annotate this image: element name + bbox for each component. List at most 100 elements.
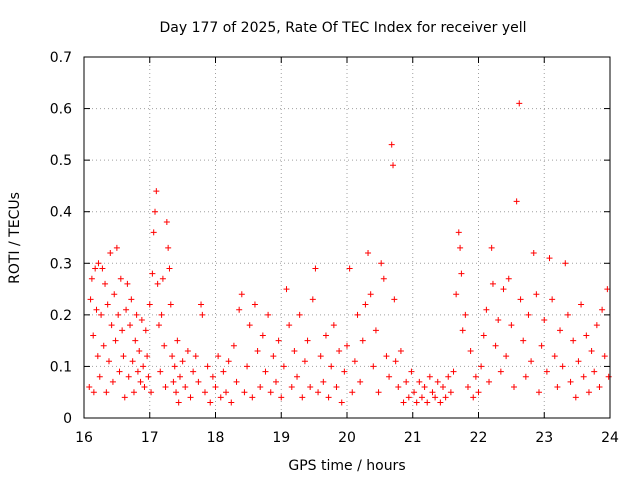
data-point xyxy=(155,322,162,329)
data-point xyxy=(275,337,282,344)
data-point xyxy=(93,306,100,313)
data-point xyxy=(557,327,564,334)
data-point xyxy=(467,347,474,354)
data-point xyxy=(562,260,569,267)
data-point xyxy=(403,378,410,385)
data-point xyxy=(405,394,412,401)
data-point xyxy=(198,301,205,308)
data-point xyxy=(551,353,558,360)
data-point xyxy=(434,378,441,385)
data-point xyxy=(262,368,269,375)
y-tick-label: 0.2 xyxy=(50,308,72,324)
data-point xyxy=(175,399,182,406)
data-point xyxy=(426,373,433,380)
data-point xyxy=(388,141,395,148)
data-point xyxy=(140,363,147,370)
data-point xyxy=(238,291,245,298)
data-point xyxy=(500,286,507,293)
data-point xyxy=(470,394,477,401)
data-point xyxy=(163,219,170,226)
data-point xyxy=(416,378,423,385)
data-point xyxy=(159,275,166,282)
data-point xyxy=(455,229,462,236)
data-point xyxy=(195,378,202,385)
data-point xyxy=(351,358,358,365)
data-point xyxy=(475,389,482,396)
data-point xyxy=(591,368,598,375)
data-point xyxy=(605,373,612,380)
data-point xyxy=(129,358,136,365)
data-point xyxy=(116,368,123,375)
y-tick-label: 0.5 xyxy=(50,153,72,169)
data-point xyxy=(408,368,415,375)
data-point xyxy=(169,353,176,360)
data-point xyxy=(119,327,126,334)
data-point xyxy=(215,353,222,360)
data-point xyxy=(447,389,454,396)
data-point xyxy=(472,373,479,380)
data-point xyxy=(421,384,428,391)
data-point xyxy=(171,363,178,370)
data-point xyxy=(204,363,211,370)
grid xyxy=(84,57,610,418)
data-point xyxy=(288,384,295,391)
data-point xyxy=(495,317,502,324)
data-point xyxy=(150,229,157,236)
data-point xyxy=(123,306,130,313)
data-point xyxy=(179,358,186,365)
x-tick-label: 19 xyxy=(272,430,290,446)
data-point xyxy=(511,384,518,391)
data-point xyxy=(489,280,496,287)
data-point xyxy=(478,363,485,370)
data-point xyxy=(217,394,224,401)
data-point xyxy=(362,301,369,308)
x-tick-label: 22 xyxy=(470,430,488,446)
data-point xyxy=(525,311,532,318)
data-point xyxy=(554,384,561,391)
data-point xyxy=(199,311,206,318)
data-point xyxy=(462,311,469,318)
data-point xyxy=(528,358,535,365)
data-point xyxy=(375,389,382,396)
data-point xyxy=(220,368,227,375)
data-point xyxy=(162,384,169,391)
axis-ticks xyxy=(83,56,611,419)
data-point xyxy=(87,296,94,303)
data-point xyxy=(359,337,366,344)
data-point xyxy=(517,296,524,303)
data-point xyxy=(244,363,251,370)
data-point xyxy=(86,384,93,391)
data-point xyxy=(265,311,272,318)
data-point xyxy=(450,368,457,375)
x-tick-label: 20 xyxy=(338,430,356,446)
data-point xyxy=(458,270,465,277)
data-point xyxy=(184,347,191,354)
data-point xyxy=(225,358,232,365)
data-point xyxy=(133,311,140,318)
data-point xyxy=(223,389,230,396)
data-point xyxy=(251,301,258,308)
data-point xyxy=(249,394,256,401)
data-point xyxy=(457,244,464,251)
data-point xyxy=(508,322,515,329)
data-point xyxy=(520,337,527,344)
data-point xyxy=(96,373,103,380)
data-point xyxy=(115,311,122,318)
data-point xyxy=(166,265,173,272)
data-point xyxy=(124,280,131,287)
x-tick-label: 16 xyxy=(75,430,93,446)
data-point xyxy=(190,368,197,375)
data-point xyxy=(522,373,529,380)
data-point xyxy=(488,244,495,251)
data-point xyxy=(578,301,585,308)
data-point xyxy=(572,394,579,401)
data-point xyxy=(132,337,139,344)
data-point xyxy=(453,291,460,298)
data-point xyxy=(567,378,574,385)
data-point xyxy=(432,394,439,401)
data-point xyxy=(380,275,387,282)
data-point xyxy=(585,389,592,396)
data-point xyxy=(301,358,308,365)
data-point xyxy=(543,368,550,375)
data-point xyxy=(503,353,510,360)
